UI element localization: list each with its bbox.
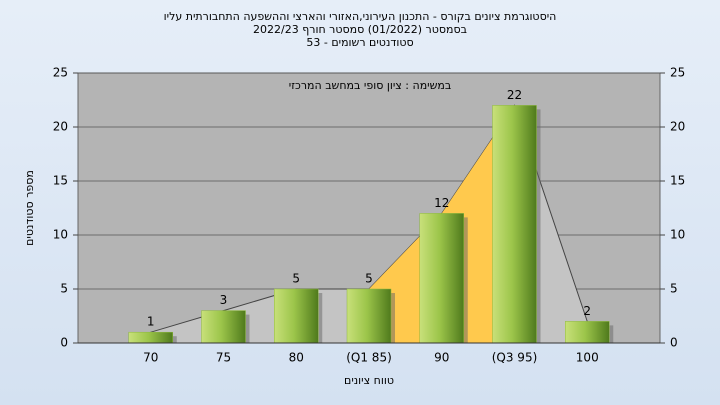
- bar: [128, 331, 173, 344]
- annotation: במשימה : ציון סופי במחשב המרכזי: [289, 79, 452, 92]
- y2-tick-label: 20: [670, 120, 685, 134]
- title: בסמסטר (01/2022) סמסטר חורף 2022/23: [253, 23, 467, 36]
- y-tick-label: 0: [60, 336, 68, 350]
- y2-tick-label: 0: [670, 336, 678, 350]
- x-tick-label: (Q3 95): [492, 351, 538, 365]
- y-tick-label: 5: [60, 282, 68, 296]
- bar: [201, 310, 246, 344]
- value-label: 5: [365, 272, 373, 286]
- x-tick-label: 75: [216, 351, 231, 365]
- bar: [346, 288, 392, 344]
- x-tick-label: 80: [289, 351, 304, 365]
- x-tick-label: (Q1 85): [346, 351, 392, 365]
- value-label: 22: [507, 88, 522, 102]
- y-tick-label: 10: [53, 228, 68, 242]
- x-axis-label: טווח ציונים: [344, 374, 394, 387]
- bar: [492, 105, 537, 344]
- bar: [274, 288, 319, 344]
- y-tick-label: 15: [53, 174, 68, 188]
- y-tick-label: 25: [53, 66, 68, 80]
- value-label: 5: [292, 272, 300, 286]
- y-axis-label: מספר סטודנטים: [23, 170, 36, 246]
- y-tick-label: 20: [53, 120, 68, 134]
- value-label: 2: [583, 304, 591, 318]
- bar: [565, 321, 610, 344]
- value-label: 3: [220, 293, 228, 307]
- value-label: 12: [434, 196, 449, 210]
- y2-tick-label: 5: [670, 282, 678, 296]
- x-tick-label: 70: [143, 351, 158, 365]
- y2-tick-label: 15: [670, 174, 685, 188]
- value-label: 1: [147, 315, 155, 329]
- bar: [419, 213, 464, 344]
- y2-tick-label: 25: [670, 66, 685, 80]
- title: היסטוגרמת ציונים בקורס - התכנון העירוני,…: [164, 10, 557, 23]
- title: סטודנטים רשומים - 53: [306, 36, 413, 49]
- x-tick-label: 90: [434, 351, 449, 365]
- y2-tick-label: 10: [670, 228, 685, 242]
- x-tick-label: 100: [576, 351, 599, 365]
